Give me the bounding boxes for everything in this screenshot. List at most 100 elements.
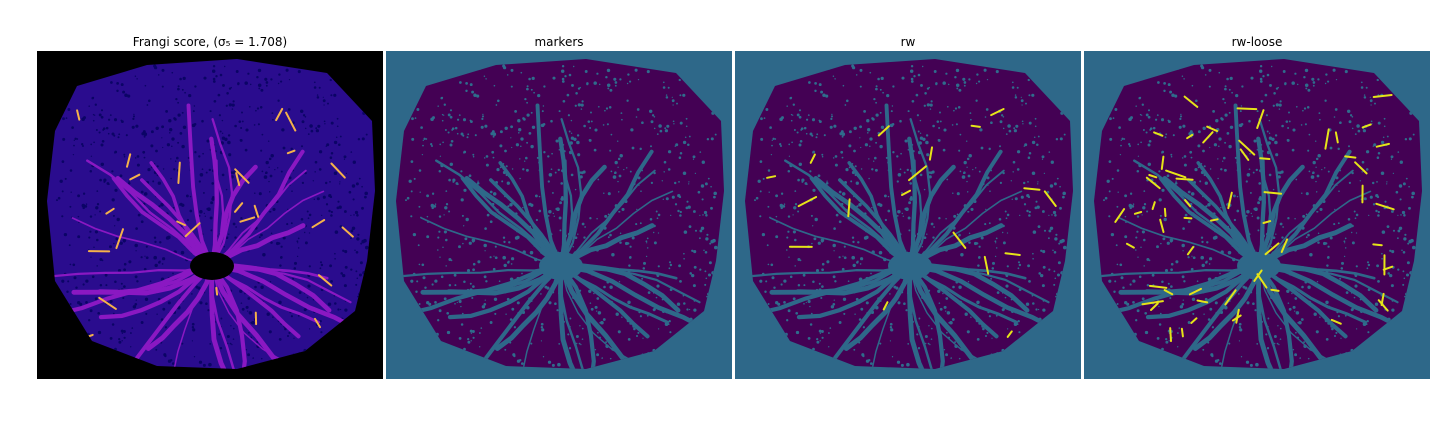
texture-speck	[1037, 225, 1041, 229]
texture-speck	[645, 255, 648, 258]
texture-speck	[355, 283, 358, 286]
texture-speck	[1310, 175, 1315, 179]
texture-speck	[1317, 241, 1320, 244]
texture-speck	[879, 342, 882, 345]
texture-speck	[1050, 160, 1054, 164]
texture-speck	[64, 177, 67, 180]
texture-speck	[859, 137, 861, 139]
texture-speck	[787, 215, 791, 218]
texture-speck	[93, 141, 95, 144]
texture-speck	[293, 267, 297, 270]
texture-speck	[603, 192, 605, 195]
texture-speck	[218, 114, 221, 117]
texture-speck	[651, 114, 655, 117]
texture-speck	[1376, 181, 1378, 183]
texture-speck	[140, 220, 144, 224]
texture-speck	[604, 109, 606, 112]
texture-speck	[157, 297, 161, 301]
texture-speck	[1208, 257, 1213, 261]
texture-speck	[1183, 163, 1187, 167]
texture-speck	[925, 140, 929, 145]
frangi-image	[37, 51, 383, 379]
texture-speck	[506, 74, 509, 76]
texture-speck	[1280, 170, 1284, 174]
texture-speck	[1055, 233, 1058, 236]
texture-speck	[1209, 146, 1211, 149]
texture-speck	[805, 183, 808, 186]
texture-speck	[803, 284, 806, 287]
texture-speck	[581, 327, 584, 330]
texture-speck	[410, 215, 413, 218]
texture-speck	[77, 215, 80, 218]
texture-speck	[419, 191, 421, 193]
texture-speck	[794, 203, 798, 206]
texture-speck	[609, 88, 613, 92]
texture-speck	[279, 264, 282, 267]
texture-speck	[1176, 332, 1179, 334]
texture-speck	[937, 289, 941, 293]
texture-speck	[471, 296, 474, 300]
texture-speck	[257, 123, 260, 126]
texture-speck	[207, 309, 210, 312]
texture-speck	[152, 180, 155, 183]
texture-speck	[426, 194, 430, 198]
texture-speck	[926, 233, 928, 235]
texture-speck	[211, 69, 216, 73]
texture-speck	[639, 315, 642, 318]
texture-speck	[304, 241, 308, 245]
texture-speck	[162, 307, 166, 311]
texture-speck	[899, 119, 902, 123]
texture-speck	[114, 150, 118, 154]
texture-speck	[911, 99, 915, 103]
texture-speck	[173, 168, 176, 171]
texture-speck	[1351, 241, 1355, 245]
texture-speck	[156, 165, 159, 168]
texture-speck	[288, 176, 292, 180]
texture-speck	[127, 94, 131, 98]
texture-speck	[226, 335, 230, 338]
vessel	[847, 161, 912, 268]
texture-speck	[692, 158, 695, 160]
texture-speck	[130, 346, 132, 348]
texture-speck	[606, 123, 609, 126]
texture-speck	[485, 280, 488, 283]
texture-speck	[1202, 126, 1206, 130]
texture-speck	[850, 180, 853, 183]
texture-speck	[807, 337, 811, 340]
texture-speck	[703, 249, 705, 251]
texture-speck	[980, 236, 984, 240]
texture-speck	[821, 285, 824, 288]
texture-speck	[754, 199, 756, 202]
texture-speck	[1327, 245, 1330, 248]
texture-speck	[625, 167, 628, 169]
texture-speck	[597, 178, 600, 181]
texture-speck	[1317, 153, 1321, 158]
texture-speck	[1042, 308, 1046, 312]
texture-speck	[1390, 284, 1394, 288]
texture-speck	[1273, 92, 1276, 95]
texture-speck	[561, 80, 565, 83]
texture-speck	[672, 120, 675, 123]
texture-speck	[679, 214, 682, 217]
texture-speck	[844, 104, 847, 106]
texture-speck	[342, 273, 346, 278]
texture-speck	[123, 268, 126, 272]
texture-speck	[203, 76, 207, 80]
texture-speck	[1359, 180, 1361, 182]
texture-speck	[1312, 84, 1315, 87]
texture-speck	[1316, 174, 1320, 178]
texture-speck	[779, 143, 782, 146]
texture-speck	[449, 109, 453, 112]
texture-speck	[1141, 103, 1144, 106]
texture-speck	[456, 301, 458, 304]
texture-speck	[597, 105, 600, 108]
texture-speck	[1002, 127, 1005, 130]
texture-speck	[329, 264, 333, 268]
texture-speck	[123, 153, 126, 156]
texture-speck	[255, 109, 257, 112]
texture-speck	[406, 196, 410, 200]
texture-speck	[307, 217, 310, 220]
texture-speck	[1346, 109, 1351, 114]
texture-speck	[1222, 160, 1224, 162]
texture-speck	[1165, 133, 1168, 136]
